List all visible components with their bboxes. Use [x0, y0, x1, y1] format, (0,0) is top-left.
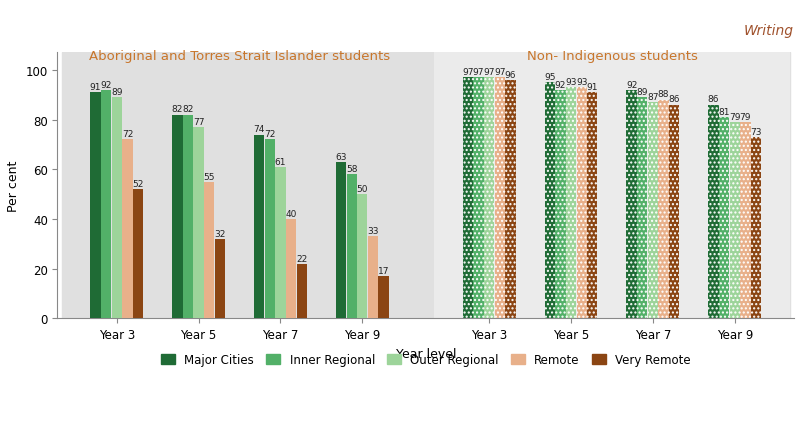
Text: 55: 55	[203, 172, 215, 181]
Text: 97: 97	[494, 68, 505, 77]
Bar	[505, 81, 516, 319]
Bar	[215, 239, 225, 319]
Bar	[347, 175, 357, 319]
Text: 58: 58	[346, 165, 357, 174]
Text: 72: 72	[264, 130, 276, 139]
Bar	[566, 88, 576, 319]
Bar	[751, 138, 761, 319]
Bar	[484, 78, 494, 319]
Bar	[637, 98, 647, 319]
Bar	[123, 140, 133, 319]
Bar	[296, 264, 307, 319]
Text: 97: 97	[473, 68, 485, 77]
Bar	[740, 123, 751, 319]
Text: 22: 22	[296, 254, 308, 263]
Text: 91: 91	[90, 83, 101, 92]
Text: 61: 61	[275, 157, 286, 166]
Bar	[669, 106, 679, 319]
Text: 88: 88	[658, 90, 670, 99]
Text: 93: 93	[576, 78, 587, 87]
Text: 96: 96	[505, 70, 516, 79]
Text: 89: 89	[111, 88, 123, 97]
Y-axis label: Per cent: Per cent	[7, 161, 20, 212]
Bar	[194, 128, 203, 319]
Bar	[336, 162, 346, 319]
Bar	[708, 106, 718, 319]
Bar	[587, 93, 598, 319]
Text: 40: 40	[285, 209, 297, 218]
Text: 72: 72	[122, 130, 133, 139]
Bar	[357, 195, 368, 319]
Bar	[264, 140, 275, 319]
Text: 63: 63	[336, 152, 347, 161]
Bar	[434, 53, 790, 319]
Bar	[658, 101, 669, 319]
Bar	[555, 91, 566, 319]
Bar	[626, 91, 637, 319]
Bar	[378, 276, 388, 319]
Text: 82: 82	[171, 105, 183, 114]
Text: 50: 50	[356, 184, 368, 193]
Bar	[91, 93, 101, 319]
Text: 74: 74	[254, 125, 265, 134]
Text: 77: 77	[193, 118, 204, 127]
Bar	[133, 190, 143, 319]
Text: 32: 32	[214, 229, 226, 238]
Text: 33: 33	[367, 227, 379, 236]
Bar	[172, 115, 183, 319]
Text: 91: 91	[586, 83, 598, 92]
Bar	[463, 78, 473, 319]
Bar	[101, 91, 111, 319]
Bar	[368, 237, 378, 319]
Bar	[648, 103, 658, 319]
Text: Non- Indigenous students: Non- Indigenous students	[526, 50, 698, 63]
Text: 79: 79	[739, 112, 751, 121]
Text: 92: 92	[100, 81, 112, 89]
Text: 92: 92	[626, 81, 638, 89]
Text: 95: 95	[544, 73, 556, 82]
Text: 73: 73	[751, 127, 762, 136]
Text: 93: 93	[566, 78, 577, 87]
Bar	[276, 167, 286, 319]
Bar	[577, 88, 587, 319]
Text: 17: 17	[378, 266, 389, 275]
Text: 97: 97	[484, 68, 495, 77]
Bar	[545, 83, 555, 319]
Text: 89: 89	[637, 88, 648, 97]
Bar	[254, 135, 264, 319]
Text: 82: 82	[183, 105, 194, 114]
Text: 87: 87	[647, 93, 658, 102]
Bar	[719, 118, 729, 319]
Bar	[62, 53, 790, 319]
Text: 97: 97	[462, 68, 473, 77]
Bar	[204, 182, 215, 319]
Bar	[286, 219, 296, 319]
Bar	[111, 98, 122, 319]
Bar	[495, 78, 505, 319]
Text: 92: 92	[555, 81, 566, 89]
Text: 86: 86	[668, 95, 680, 104]
Bar	[473, 78, 484, 319]
X-axis label: Year level: Year level	[396, 347, 456, 360]
Legend: Major Cities, Inner Regional, Outer Regional, Remote, Very Remote: Major Cities, Inner Regional, Outer Regi…	[156, 349, 695, 371]
Text: 52: 52	[132, 179, 143, 189]
Text: Writing: Writing	[744, 23, 794, 37]
Bar	[183, 115, 193, 319]
Bar	[730, 123, 740, 319]
Text: 79: 79	[729, 112, 740, 121]
Text: Aboriginal and Torres Strait Islander students: Aboriginal and Torres Strait Islander st…	[89, 50, 390, 63]
Text: 81: 81	[718, 108, 730, 117]
Text: 86: 86	[708, 95, 719, 104]
